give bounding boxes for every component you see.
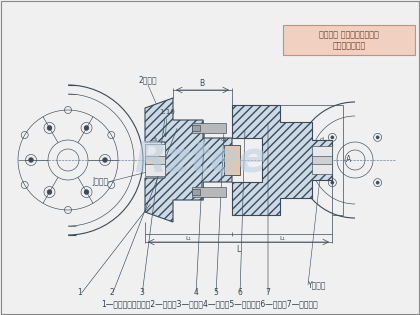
- Circle shape: [376, 181, 379, 184]
- Text: L: L: [236, 245, 240, 254]
- Circle shape: [102, 158, 108, 163]
- Circle shape: [84, 125, 89, 130]
- Text: J型轴孔: J型轴孔: [92, 177, 108, 186]
- Polygon shape: [145, 98, 232, 222]
- Circle shape: [376, 136, 379, 139]
- Text: 7: 7: [265, 288, 270, 297]
- Text: d: d: [320, 137, 324, 142]
- Text: 2型轴孔: 2型轴孔: [139, 76, 158, 84]
- Bar: [192, 189, 200, 195]
- Bar: [145, 144, 165, 176]
- Circle shape: [47, 190, 52, 195]
- Circle shape: [84, 190, 89, 195]
- Bar: [283, 25, 415, 55]
- Text: 权必被严厅追究: 权必被严厅追究: [332, 42, 366, 50]
- Circle shape: [331, 136, 334, 139]
- Text: L₁: L₁: [279, 236, 285, 241]
- Text: 4: 4: [194, 288, 198, 297]
- Text: 版权所有 侵权必被严厅追究: 版权所有 侵权必被严厅追究: [319, 31, 379, 39]
- Text: 3: 3: [139, 288, 144, 297]
- Circle shape: [29, 158, 34, 163]
- Bar: [312, 156, 332, 164]
- Bar: [192, 123, 226, 133]
- Circle shape: [331, 181, 334, 184]
- Bar: [312, 146, 332, 174]
- Polygon shape: [232, 105, 332, 215]
- Bar: [224, 145, 240, 175]
- Bar: [192, 125, 200, 131]
- Bar: [145, 156, 165, 164]
- Text: d₁: d₁: [152, 137, 158, 142]
- Text: A: A: [346, 156, 351, 164]
- Circle shape: [47, 125, 52, 130]
- Text: Rztee: Rztee: [134, 139, 266, 181]
- Text: 1:10: 1:10: [159, 109, 175, 115]
- Text: Y型轴孔: Y型轴孔: [308, 280, 326, 289]
- Text: 5: 5: [213, 288, 218, 297]
- Text: L₁: L₁: [185, 236, 191, 241]
- Text: d₂: d₂: [221, 137, 227, 142]
- Text: 1: 1: [78, 288, 82, 297]
- Text: 1—制动轮半联轴器；2—螺母；3—垫圈；4—挡圈；5—弹性套；6—柱销；7—半联轴器: 1—制动轮半联轴器；2—螺母；3—垫圈；4—挡圈；5—弹性套；6—柱销；7—半联…: [102, 299, 318, 308]
- Bar: [192, 187, 226, 197]
- Text: 2: 2: [110, 288, 114, 297]
- Text: 6: 6: [238, 288, 242, 297]
- Text: B: B: [200, 79, 205, 88]
